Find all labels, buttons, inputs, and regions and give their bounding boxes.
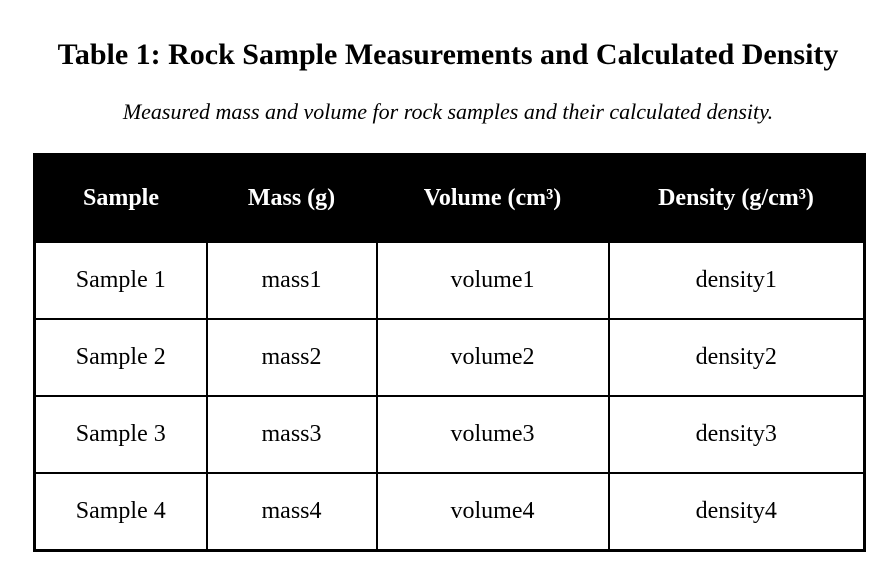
rock-sample-table: Sample Mass (g) Volume (cm³) Density (g/…	[33, 153, 866, 552]
mass-cell: mass2	[205, 318, 378, 397]
volume-cell: volume2	[375, 318, 610, 397]
sample-cell: Sample 1	[33, 241, 208, 320]
table-title: Table 1: Rock Sample Measurements and Ca…	[57, 38, 839, 71]
sample-cell: Sample 4	[33, 472, 208, 552]
density-cell: density4	[607, 472, 866, 552]
volume-cell: volume4	[375, 472, 610, 552]
table-row: Sample 3 mass3 volume3 density3	[33, 395, 866, 474]
column-header-mass: Mass (g)	[206, 154, 377, 242]
table-row: Sample 1 mass1 volume1 density1	[33, 241, 866, 320]
column-header-density: Density (g/cm³)	[608, 154, 865, 242]
header-row: Sample Mass (g) Volume (cm³) Density (g/…	[34, 154, 865, 242]
table-row: Sample 2 mass2 volume2 density2	[33, 318, 866, 397]
sample-cell: Sample 2	[33, 318, 208, 397]
table-caption: Measured mass and volume for rock sample…	[122, 99, 774, 124]
mass-cell: mass4	[205, 472, 378, 552]
density-cell: density3	[607, 395, 866, 474]
sample-cell: Sample 3	[33, 395, 208, 474]
mass-cell: mass1	[205, 241, 378, 320]
column-header-volume: Volume (cm³)	[376, 154, 609, 242]
density-cell: density2	[607, 318, 866, 397]
mass-cell: mass3	[205, 395, 378, 474]
volume-cell: volume1	[375, 241, 610, 320]
table-row: Sample 4 mass4 volume4 density4	[33, 472, 866, 552]
column-header-sample: Sample	[34, 154, 207, 242]
density-cell: density1	[607, 241, 866, 320]
volume-cell: volume3	[375, 395, 610, 474]
